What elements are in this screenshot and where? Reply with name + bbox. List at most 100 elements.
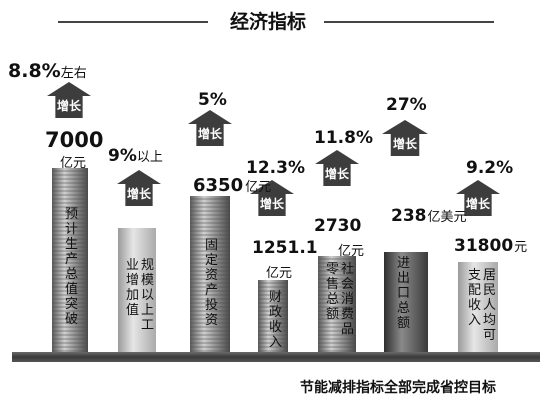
category-char: 工 <box>140 318 154 333</box>
value-number-7: 31800 <box>454 236 514 256</box>
category-label-column: 预计生产总值突破 <box>65 207 78 327</box>
category-char: 额 <box>396 316 410 331</box>
value-number-1: 7000 <box>45 128 104 152</box>
category-char: 资 <box>204 313 218 328</box>
category-char: 突 <box>64 297 78 312</box>
category-char: 财 <box>268 290 282 305</box>
category-char: 资 <box>204 268 218 283</box>
category-char: 计 <box>64 222 78 237</box>
growth-value-2: 9% <box>108 146 137 166</box>
column-6 <box>384 252 428 352</box>
category-char: 总 <box>325 292 339 307</box>
category-char: 总 <box>396 301 410 316</box>
category-char: 配 <box>467 283 481 298</box>
category-char: 居 <box>482 268 496 283</box>
category-label-column: 进出口总额 <box>397 256 410 331</box>
growth-arrow-1 <box>47 82 91 118</box>
category-label-2: 规模以上工业增加值 <box>120 258 154 333</box>
growth-arrow-label-3: 增长 <box>198 126 223 141</box>
growth-label-2: 9%以上 <box>108 146 163 166</box>
growth-value-5: 11.8% <box>314 128 373 148</box>
category-char: 投 <box>204 298 218 313</box>
category-label-column: 规模以上工 <box>141 258 154 333</box>
category-label-column: 固定资产投资 <box>205 238 218 328</box>
growth-arrow-label-6: 增长 <box>393 136 418 151</box>
value-number-4: 1251.1 <box>252 238 318 258</box>
category-char: 售 <box>325 277 339 292</box>
category-char: 品 <box>340 322 354 337</box>
category-char: 值 <box>64 282 78 297</box>
growth-arrow-label-2: 增长 <box>127 186 152 201</box>
category-char: 固 <box>204 238 218 253</box>
category-char: 规 <box>140 258 154 273</box>
category-char: 进 <box>396 256 410 271</box>
category-char: 总 <box>64 267 78 282</box>
category-char: 会 <box>340 277 354 292</box>
growth-label-5: 11.8% <box>314 128 373 148</box>
value-unit-6: 亿美元 <box>427 210 467 225</box>
growth-arrow-4 <box>250 180 294 216</box>
category-char: 产 <box>64 252 78 267</box>
growth-arrow-2 <box>117 170 161 206</box>
category-char: 收 <box>467 298 481 313</box>
category-label-5: 社会消费品零售总额 <box>320 262 354 337</box>
category-char: 可 <box>482 328 496 343</box>
column-4 <box>258 280 288 352</box>
value-unit-3: 亿元 <box>245 180 272 195</box>
category-char: 值 <box>125 303 139 318</box>
footer-note: 节能减排指标全部完成省控目标 <box>300 380 496 396</box>
category-char: 民 <box>482 283 496 298</box>
category-char: 加 <box>125 288 139 303</box>
category-label-4: 财政收入 <box>266 290 282 350</box>
category-char: 出 <box>396 271 410 286</box>
growth-label-7: 9.2% <box>466 158 513 178</box>
growth-suffix-2: 以上 <box>136 150 163 165</box>
category-char: 口 <box>396 286 410 301</box>
value-unit-5: 亿元 <box>338 244 365 259</box>
category-char: 社 <box>340 262 354 277</box>
value-unit-1: 亿元 <box>60 156 87 171</box>
growth-arrow-label-5: 增长 <box>325 166 350 181</box>
growth-arrow-label-1: 增长 <box>57 98 82 113</box>
growth-arrow-label-7: 增长 <box>466 196 491 211</box>
value-unit-7: 元 <box>514 240 528 255</box>
chart-baseline <box>12 352 540 362</box>
value-label-3: 6350 亿元 <box>193 175 271 196</box>
category-char: 增 <box>125 273 139 288</box>
category-char: 产 <box>204 283 218 298</box>
category-label-column: 支配收入 <box>468 268 481 343</box>
value-label-6: 238亿美元 <box>391 206 467 226</box>
value-number-3: 6350 <box>193 175 244 196</box>
column-3 <box>190 196 230 352</box>
column-2 <box>118 228 156 352</box>
category-label-1: 预计生产总值突破 <box>62 207 78 327</box>
value-unit-4: 亿元 <box>266 266 293 281</box>
growth-arrow-5 <box>315 150 359 186</box>
value-label-7: 31800元 <box>454 236 527 256</box>
category-char: 费 <box>340 307 354 322</box>
category-label-7: 居民人均可支配收入 <box>462 268 496 343</box>
category-char: 入 <box>467 313 481 328</box>
category-char: 破 <box>64 312 78 327</box>
category-char: 业 <box>125 258 139 273</box>
category-char: 额 <box>325 307 339 322</box>
growth-value-6: 27% <box>386 95 427 115</box>
category-char: 人 <box>482 298 496 313</box>
column-5 <box>318 256 356 352</box>
growth-label-3: 5% <box>198 90 227 110</box>
category-char: 均 <box>482 313 496 328</box>
category-label-column: 居民人均可 <box>483 268 496 343</box>
growth-arrow-7 <box>456 180 500 216</box>
category-label-column: 零售总额 <box>326 262 339 337</box>
growth-arrow-6 <box>382 120 428 156</box>
category-char: 上 <box>140 303 154 318</box>
category-char: 零 <box>325 262 339 277</box>
category-label-column: 业增加值 <box>126 258 139 333</box>
category-char: 模 <box>140 273 154 288</box>
value-number-6: 238 <box>391 206 427 226</box>
category-char: 收 <box>268 320 282 335</box>
category-char: 定 <box>204 253 218 268</box>
growth-value-4: 12.3% <box>246 158 305 178</box>
